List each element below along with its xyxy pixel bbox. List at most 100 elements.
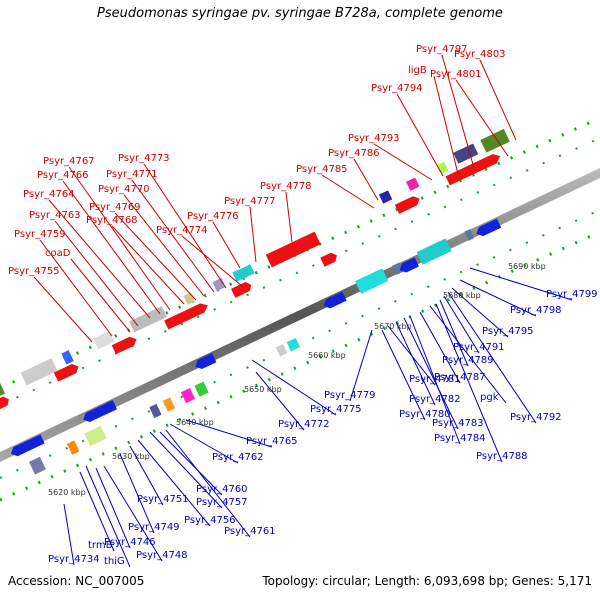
reverse-leader-line [169, 423, 239, 464]
gene-psyr-4774-box [183, 292, 195, 305]
reverse-gene-label[interactable]: Psyr_4787 [434, 372, 486, 383]
reverse-gene-label[interactable]: Psyr_4761 [224, 526, 276, 537]
reverse-gene-label[interactable]: Psyr_4783 [432, 418, 484, 429]
tick-label: 5620 kbp [48, 488, 86, 497]
reverse-gene-label[interactable]: Psyr_4792 [510, 412, 562, 423]
reverse-leader-line [459, 279, 537, 317]
tick-label: 5630 kbp [112, 452, 150, 461]
forward-gene-label[interactable]: Psyr_4785 [296, 164, 348, 175]
forward-gene-label[interactable]: Psyr_4771 [106, 169, 158, 180]
reverse-leader-line [443, 295, 480, 354]
reverse-gene-label[interactable]: Psyr_4779 [324, 390, 376, 401]
gene-thig-box [67, 440, 80, 455]
forward-gene-label[interactable]: Psyr_4793 [348, 133, 400, 144]
reverse-gene-label[interactable]: Psyr_4782 [409, 394, 461, 405]
forward-gene-label[interactable]: Psyr_4768 [86, 215, 138, 226]
gene-psyr-4755-box [0, 382, 6, 398]
forward-gene-label[interactable]: Psyr_4764 [23, 189, 75, 200]
fwd-arrow-2 [164, 303, 208, 330]
forward-leader-line [441, 54, 475, 169]
forward-gene-label[interactable]: Psyr_4794 [371, 83, 423, 94]
forward-gene-label[interactable]: Psyr_4759 [14, 229, 66, 240]
tick-label: 5690 kbp [508, 262, 546, 271]
forward-gene-label[interactable]: ligB [408, 65, 427, 76]
reverse-gene-label[interactable]: Psyr_4751 [137, 494, 189, 505]
reverse-gene-label[interactable]: Psyr_4756 [184, 515, 236, 526]
reverse-leader-line [255, 371, 305, 431]
gene-psyr-4776-box [212, 277, 226, 292]
gene-psyr-4775-box [275, 343, 288, 357]
reverse-leader-line [451, 287, 509, 338]
forward-gene-label[interactable]: Psyr_4769 [89, 202, 141, 213]
outer-reverse-track [0, 230, 600, 502]
reverse-gene-label[interactable]: Psyr_4798 [510, 305, 562, 316]
accession-text: Accession: NC_007005 [8, 574, 145, 588]
reverse-gene-label[interactable]: Psyr_4799 [546, 289, 598, 300]
fwd-arrow-3 [111, 336, 137, 355]
forward-gene-label[interactable]: Psyr_4776 [187, 211, 239, 222]
reverse-gene-label[interactable]: Psyr_4734 [48, 554, 100, 565]
reverse-gene-label[interactable]: Psyr_4791 [453, 342, 505, 353]
forward-gene-label[interactable]: Psyr_4773 [118, 153, 170, 164]
gene-psyr-4794-box [406, 177, 420, 191]
forward-gene-label[interactable]: Psyr_4774 [156, 225, 208, 236]
reverse-gene-label[interactable]: Psyr_4795 [482, 326, 534, 337]
forward-leader-line [33, 276, 93, 343]
forward-gene-label[interactable]: Psyr_4767 [43, 156, 95, 167]
forward-gene-label[interactable]: Psyr_4797 [416, 44, 468, 55]
tick-label: 5650 kbp [244, 385, 282, 394]
reverse-gene-label[interactable]: Psyr_4749 [128, 522, 180, 533]
forward-leader-line [212, 221, 241, 269]
fwd-arrow-4 [53, 364, 79, 382]
forward-gene-label[interactable]: coaD [45, 248, 71, 259]
reverse-leader-line [439, 299, 469, 367]
rev-arrow-2 [399, 257, 419, 273]
reverse-leader-line [137, 439, 211, 527]
reverse-leader-line [149, 431, 223, 509]
reverse-gene-label[interactable]: Psyr_4775 [310, 404, 362, 415]
reverse-gene-label[interactable]: Psyr_4784 [434, 433, 486, 444]
reverse-gene-label[interactable]: Psyr_4762 [212, 452, 264, 463]
gene-psyr-4772-box [286, 338, 300, 352]
forward-gene-label[interactable]: Psyr_4801 [430, 69, 482, 80]
gene-psyr-4751-box [149, 403, 162, 419]
reverse-gene-label[interactable]: Psyr_4788 [476, 451, 528, 462]
rev-arrow-6 [10, 434, 45, 457]
fwd-arrow-8 [445, 154, 501, 186]
gene-psyr-4803-box [480, 128, 510, 153]
reverse-leader-line [349, 329, 373, 402]
rev-arrow-1 [323, 291, 347, 309]
forward-gene-label[interactable]: Psyr_4803 [454, 49, 506, 60]
reverse-gene-label[interactable]: Psyr_4757 [196, 497, 248, 508]
reverse-leader-line [119, 453, 155, 534]
reverse-gene-label[interactable]: Psyr_4746 [104, 537, 156, 548]
reverse-gene-label[interactable]: Psyr_4748 [136, 550, 188, 561]
reverse-gene-label[interactable]: Psyr_4765 [246, 436, 298, 447]
forward-leader-line [111, 225, 185, 305]
reverse-gene-label[interactable]: Psyr_4789 [442, 355, 494, 366]
forward-leader-line [123, 194, 205, 297]
reverse-gene-label[interactable]: trmB [88, 540, 113, 551]
forward-gene-label[interactable]: Psyr_4777 [224, 196, 276, 207]
reverse-leader-line [159, 431, 223, 496]
inner-forward-track [0, 137, 600, 406]
reverse-gene-label[interactable]: Psyr_4780 [399, 409, 451, 420]
reverse-gene-label[interactable]: Psyr_4760 [196, 484, 248, 495]
forward-gene-label[interactable]: Psyr_4786 [328, 148, 380, 159]
forward-gene-label[interactable]: Psyr_4755 [8, 266, 60, 277]
reverse-gene-label[interactable]: thiG [104, 556, 125, 567]
forward-leader-line [48, 199, 151, 319]
gene-psyr-4759-box [20, 358, 58, 386]
forward-leader-line [143, 163, 227, 289]
reverse-gene-label[interactable]: Psyr_4772 [278, 419, 330, 430]
reverse-leader-line [395, 321, 436, 406]
reverse-features [10, 218, 502, 475]
gene-psyr-4792-box [464, 229, 475, 241]
forward-leader-line [181, 235, 243, 287]
forward-gene-label[interactable]: Psyr_4770 [98, 184, 150, 195]
forward-gene-label[interactable]: Psyr_4778 [260, 181, 312, 192]
reverse-gene-label[interactable]: pgk [480, 392, 499, 403]
forward-gene-label[interactable]: Psyr_4766 [37, 170, 89, 181]
forward-gene-labels: Psyr_4755 Psyr_4759 coaD Psyr_4763 Psyr_4764… [8, 44, 517, 343]
forward-gene-label[interactable]: Psyr_4763 [29, 210, 81, 221]
